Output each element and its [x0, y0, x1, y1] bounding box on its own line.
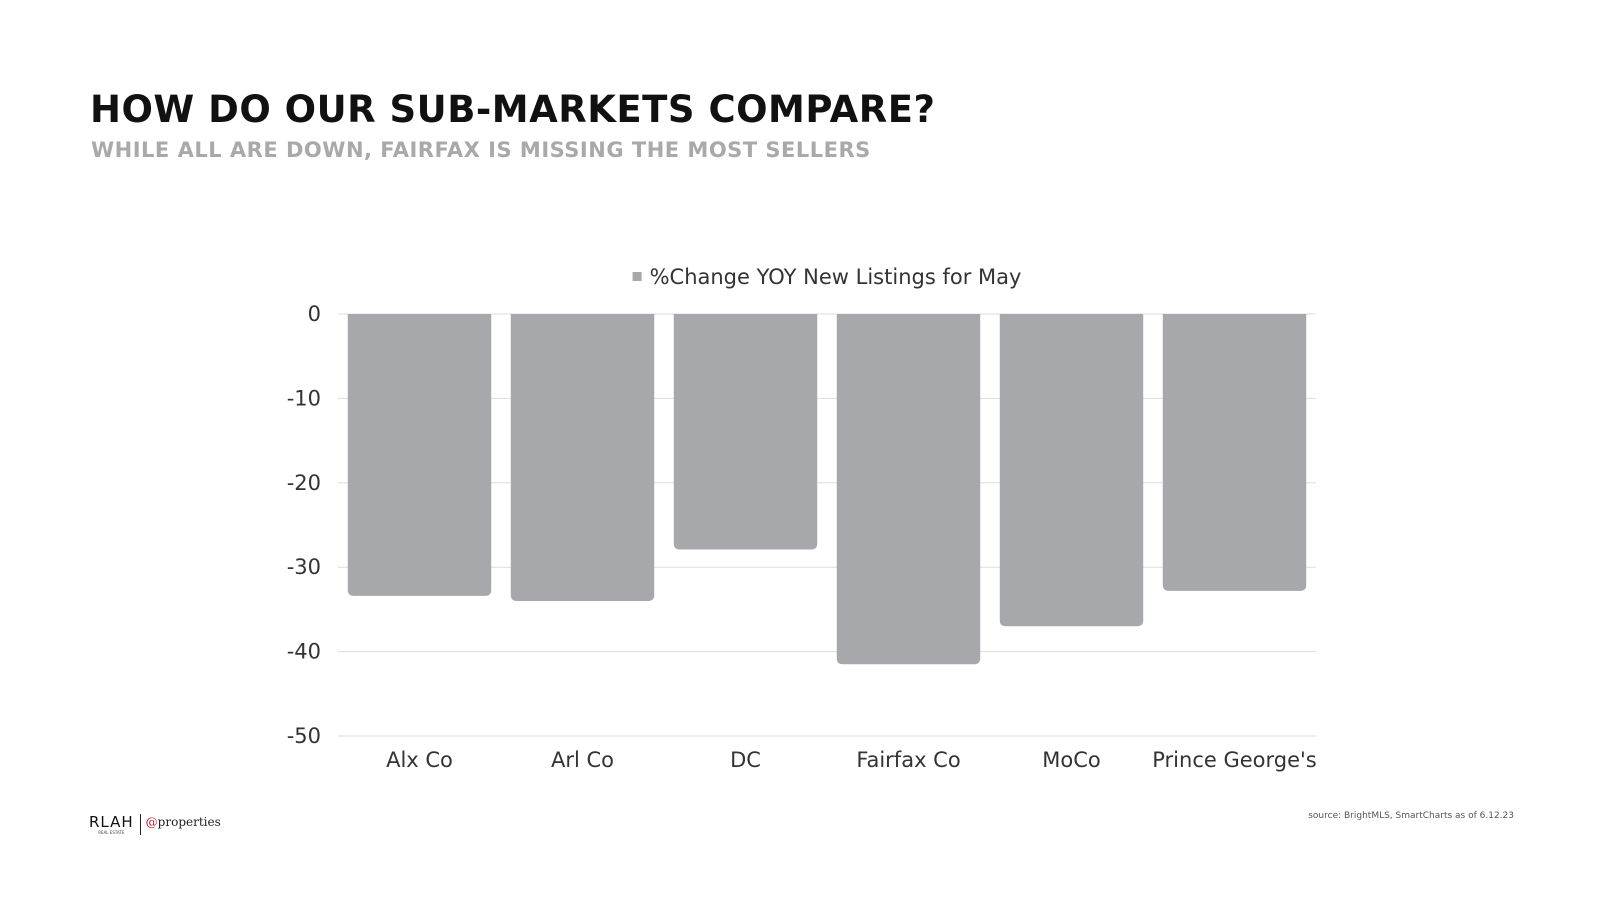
- x-category-label: MoCo: [1042, 748, 1100, 772]
- page-subtitle: WHILE ALL ARE DOWN, FAIRFAX IS MISSING T…: [91, 138, 871, 162]
- y-tick-label: -10: [287, 386, 321, 410]
- x-category-label: Alx Co: [386, 748, 453, 772]
- bar: [836, 314, 981, 665]
- legend: %Change YOY New Listings for May: [632, 265, 1022, 289]
- x-category-label: DC: [730, 748, 761, 772]
- rlah-logo: RLAH REAL ESTATE: [89, 814, 141, 835]
- page-title: HOW DO OUR SUB-MARKETS COMPARE?: [90, 88, 936, 131]
- legend-label: %Change YOY New Listings for May: [650, 265, 1022, 289]
- legend-swatch: [632, 272, 642, 281]
- properties-logo-at: @: [145, 815, 158, 829]
- bar: [673, 314, 818, 550]
- y-tick-label: -50: [287, 724, 321, 748]
- x-category-label: Arl Co: [551, 748, 614, 772]
- bar: [999, 314, 1144, 627]
- x-axis-categories: Alx Co Arl Co DC Fairfax Co MoCo Prince Georg…: [386, 748, 1317, 772]
- brand-logo: RLAH REAL ESTATE @properties: [89, 814, 221, 838]
- y-tick-label: 0: [308, 302, 321, 326]
- bar: [510, 314, 655, 601]
- x-category-label: Prince George's: [1152, 748, 1316, 772]
- bars: [347, 314, 1307, 665]
- y-tick-label: -40: [287, 640, 321, 664]
- grid-lines: [338, 313, 1316, 737]
- rlah-logo-subtext: REAL ESTATE: [98, 830, 125, 835]
- properties-logo: @properties: [141, 814, 221, 830]
- y-axis-ticks: 0 -10 -20 -30 -40 -50: [287, 302, 321, 748]
- source-note: source: BrightMLS, SmartCharts as of 6.1…: [1308, 811, 1514, 821]
- y-tick-label: -30: [287, 555, 321, 579]
- properties-logo-text: properties: [157, 815, 221, 829]
- bar: [347, 314, 492, 596]
- x-category-label: Fairfax Co: [856, 748, 960, 772]
- y-tick-label: -20: [287, 471, 321, 495]
- rlah-logo-text: RLAH: [89, 813, 134, 831]
- bar: [1162, 314, 1307, 591]
